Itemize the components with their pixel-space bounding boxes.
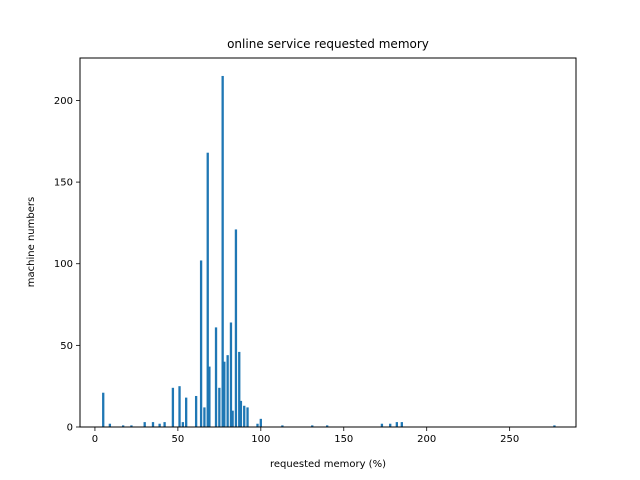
- x-tick-label: 100: [251, 434, 270, 445]
- histogram-bar-31: [281, 425, 284, 427]
- histogram-bar-6: [158, 423, 161, 427]
- x-tick-label: 50: [172, 434, 185, 445]
- histogram-bar-12: [194, 395, 198, 427]
- histogram-bar-22: [229, 322, 233, 427]
- bars-group: [102, 75, 556, 428]
- histogram-bar-15: [206, 152, 209, 427]
- histogram-bar-3: [130, 425, 133, 427]
- histogram-bar-17: [214, 327, 218, 427]
- x-tick-label: 150: [334, 434, 353, 445]
- histogram-bar-11: [185, 397, 188, 427]
- y-tick-label: 150: [54, 178, 73, 189]
- histogram-bar-10: [181, 422, 185, 427]
- histogram-bar-2: [121, 425, 125, 427]
- histogram-bar-29: [256, 423, 259, 427]
- histogram-bar-33: [326, 425, 329, 427]
- histogram-bar-32: [311, 425, 314, 427]
- histogram-bar-8: [171, 387, 175, 427]
- histogram-bar-38: [553, 425, 556, 427]
- histogram-bar-1: [108, 423, 112, 427]
- histogram-bar-25: [238, 351, 241, 427]
- x-axis-label: requested memory (%): [270, 459, 386, 470]
- histogram-bar-19: [221, 75, 224, 428]
- chart-title: online service requested memory: [227, 37, 429, 51]
- histogram-bar-21: [226, 355, 229, 427]
- histogram-bar-24: [234, 229, 238, 427]
- histogram-bar-20: [223, 361, 226, 427]
- y-tick-label: 200: [54, 96, 73, 107]
- histogram-bar-4: [143, 422, 146, 427]
- histogram-bar-16: [208, 366, 211, 427]
- x-tick-label: 200: [417, 434, 436, 445]
- histogram-bar-27: [243, 405, 246, 427]
- x-tick-label: 0: [92, 434, 98, 445]
- histogram-bar-14: [203, 407, 206, 427]
- histogram-bar-34: [380, 423, 384, 427]
- x-axis-ticks: 0 50 100 150 200 250: [92, 427, 519, 445]
- histogram-bar-9: [178, 386, 181, 427]
- histogram-bar-18: [218, 387, 221, 427]
- histogram-bar-5: [151, 422, 155, 427]
- histogram-bar-37: [400, 422, 403, 427]
- plot-frame: [79, 57, 577, 428]
- histogram-bar-28: [246, 407, 249, 427]
- histogram-bar-26: [239, 400, 243, 427]
- y-tick-label: 0: [67, 423, 73, 434]
- histogram-bar-13: [199, 260, 203, 427]
- y-axis-label: machine numbers: [26, 197, 37, 287]
- y-axis-ticks: 0 50 100 150 200: [54, 96, 80, 434]
- histogram-bar-30: [259, 418, 262, 427]
- histogram-bar-0: [102, 392, 105, 427]
- x-tick-label: 250: [500, 434, 519, 445]
- histogram-bar-36: [395, 422, 398, 427]
- histogram-bar-23: [231, 410, 234, 427]
- y-tick-label: 50: [60, 341, 73, 352]
- histogram-bar-35: [389, 423, 392, 427]
- histogram-bar-7: [163, 422, 166, 427]
- y-tick-label: 100: [54, 259, 73, 270]
